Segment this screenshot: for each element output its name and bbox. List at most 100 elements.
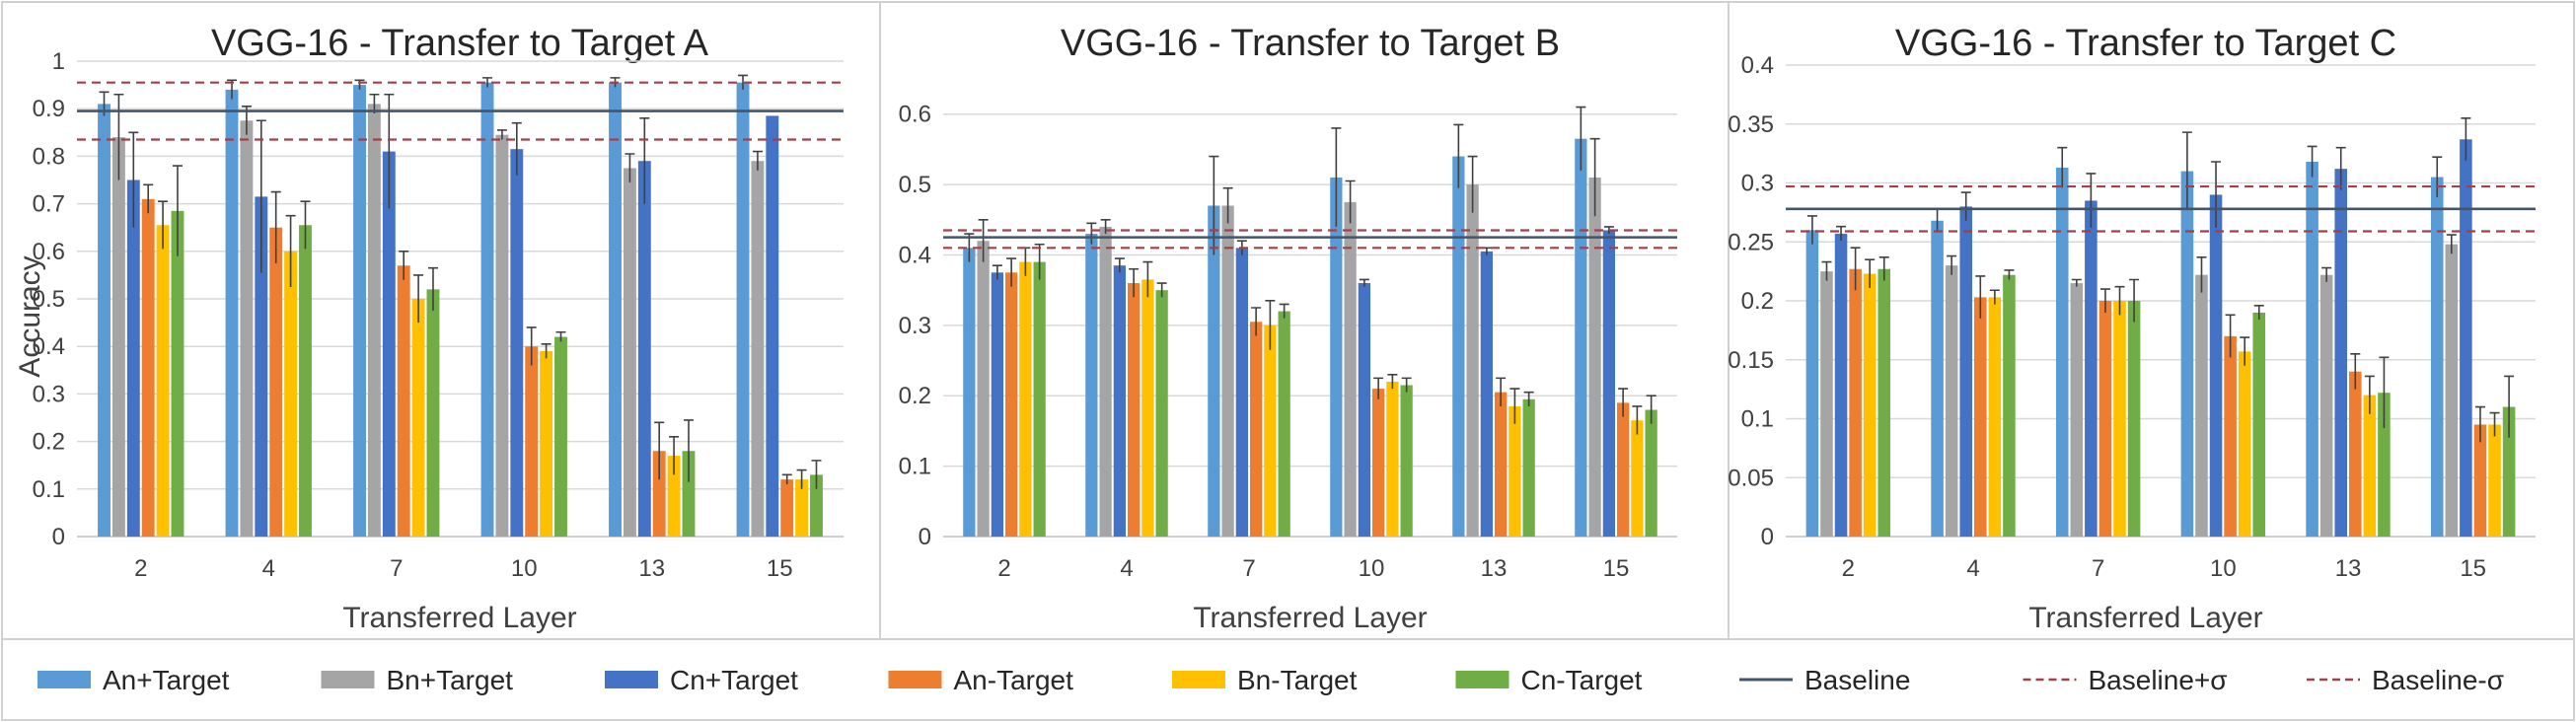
error-bar [2253, 304, 2264, 321]
bar-an-target [1128, 283, 1141, 537]
x-tick-label: 10 [511, 555, 538, 582]
error-bar [2446, 234, 2457, 254]
legend-label: Baseline-σ [2372, 665, 2504, 695]
bar-bn-target [111, 137, 125, 537]
bar-an-target [2098, 301, 2112, 537]
bar-bn-target [1945, 265, 1958, 537]
x-tick-label: 7 [1242, 555, 1255, 582]
error-bar [1960, 191, 1971, 221]
y-tick-label: 0.6 [33, 239, 65, 265]
bar-an-target [1974, 297, 1987, 537]
error-bar [1006, 257, 1017, 287]
bar-bn-target [1509, 405, 1521, 537]
bar-an-target [1250, 322, 1263, 537]
bar-cn-target [991, 272, 1003, 537]
error-bar [1156, 282, 1167, 298]
bar-an-target [963, 248, 976, 538]
error-bar [2181, 131, 2192, 210]
error-bar [2211, 161, 2222, 228]
chart-title: VGG-16 - Transfer to Target B [1061, 23, 1560, 64]
bar-bn-target [1863, 273, 1877, 537]
bar-cn-target [2378, 393, 2391, 537]
bar-bn-target [2488, 424, 2501, 537]
bar-cn-target [382, 151, 396, 537]
error-bar [1632, 405, 1643, 435]
error-bar [172, 165, 183, 256]
error-bar [683, 419, 694, 482]
y-tick-label: 0.7 [33, 191, 65, 218]
error-bar [2071, 278, 2082, 287]
x-tick-label: 13 [2335, 555, 2362, 582]
y-tick-label: 0.5 [899, 172, 931, 198]
legend-label: Cn+Target [670, 665, 798, 695]
bar-bn-target [1988, 297, 2002, 537]
y-tick-label: 0.4 [899, 242, 931, 268]
bar-cn-target [1155, 290, 1168, 537]
error-bar [300, 200, 311, 250]
x-tick-label: 4 [262, 555, 275, 582]
chart-title: VGG-16 - Transfer to Target A [211, 23, 709, 64]
error-bar [2335, 146, 2346, 190]
bar-bn-target [240, 120, 254, 537]
y-tick-label: 0.8 [33, 143, 65, 170]
bar-bn-target [1466, 184, 1479, 538]
error-bar [2196, 255, 2207, 293]
bar-an-target [780, 479, 794, 537]
legend-label: Baseline [1804, 665, 1910, 695]
error-bar [1279, 303, 1289, 319]
x-tick-label: 15 [1603, 555, 1630, 582]
bar-cn-target [637, 161, 651, 537]
bar-bn-target [2363, 395, 2377, 537]
x-axis-title: Transferred Layer [2028, 602, 2262, 634]
bar-an-target [1849, 268, 1862, 537]
bar-cn-target [1834, 233, 1848, 537]
y-tick-label: 0.3 [1741, 171, 1774, 197]
bar-bn-target [2113, 301, 2126, 537]
chart-title: VGG-16 - Transfer to Target C [1895, 23, 2396, 64]
bar-bn-target [1386, 381, 1399, 537]
bar-an-target [2473, 424, 2487, 537]
error-bar [1453, 123, 1464, 188]
bar-an-target [2349, 371, 2362, 537]
error-bar [2114, 285, 2125, 316]
error-bar [158, 200, 169, 250]
y-tick-label: 0.5 [33, 286, 65, 313]
x-tick-label: 15 [2460, 555, 2486, 582]
error-bar [482, 77, 493, 88]
legend-swatch [888, 671, 942, 688]
error-bar [1373, 377, 1384, 399]
bar-an-target [353, 85, 366, 537]
error-bar [1345, 180, 1356, 224]
bar-bn-target [1019, 261, 1032, 537]
error-bar [128, 131, 139, 228]
error-bar [978, 218, 989, 262]
bar-cn-target [2003, 274, 2016, 537]
y-tick-label: 0.9 [33, 96, 65, 122]
error-bar [541, 342, 552, 359]
x-tick-label: 4 [1120, 555, 1133, 582]
bar-cn-target [1522, 398, 1535, 537]
error-bar [1523, 391, 1534, 406]
error-bar [1806, 215, 1817, 245]
error-bar [2057, 146, 2068, 188]
y-tick-label: 0.2 [1741, 288, 1774, 315]
y-tick-label: 0.1 [33, 476, 65, 503]
error-bar [511, 121, 522, 176]
bar-cn-target [171, 210, 184, 537]
x-tick-label: 15 [767, 555, 793, 582]
bar-an-target [2055, 167, 2069, 537]
legend-swatch [1455, 671, 1509, 688]
y-tick-label: 0.1 [899, 454, 931, 480]
error-bar [2004, 269, 2015, 280]
bar-an-target [736, 82, 750, 537]
bar-an-target [1805, 230, 1819, 538]
x-tick-label: 2 [1842, 555, 1855, 582]
bar-cn-target [2502, 406, 2516, 537]
y-tick-label: 0 [1761, 524, 1774, 550]
legend-label: Bn-Target [1237, 665, 1358, 695]
y-tick-label: 0.4 [1741, 52, 1774, 79]
bar-bn-target [2238, 351, 2251, 537]
legend: An+Target Bn+Target Cn+Target An-Target Bn-T… [37, 665, 2504, 695]
error-bar [526, 326, 537, 366]
